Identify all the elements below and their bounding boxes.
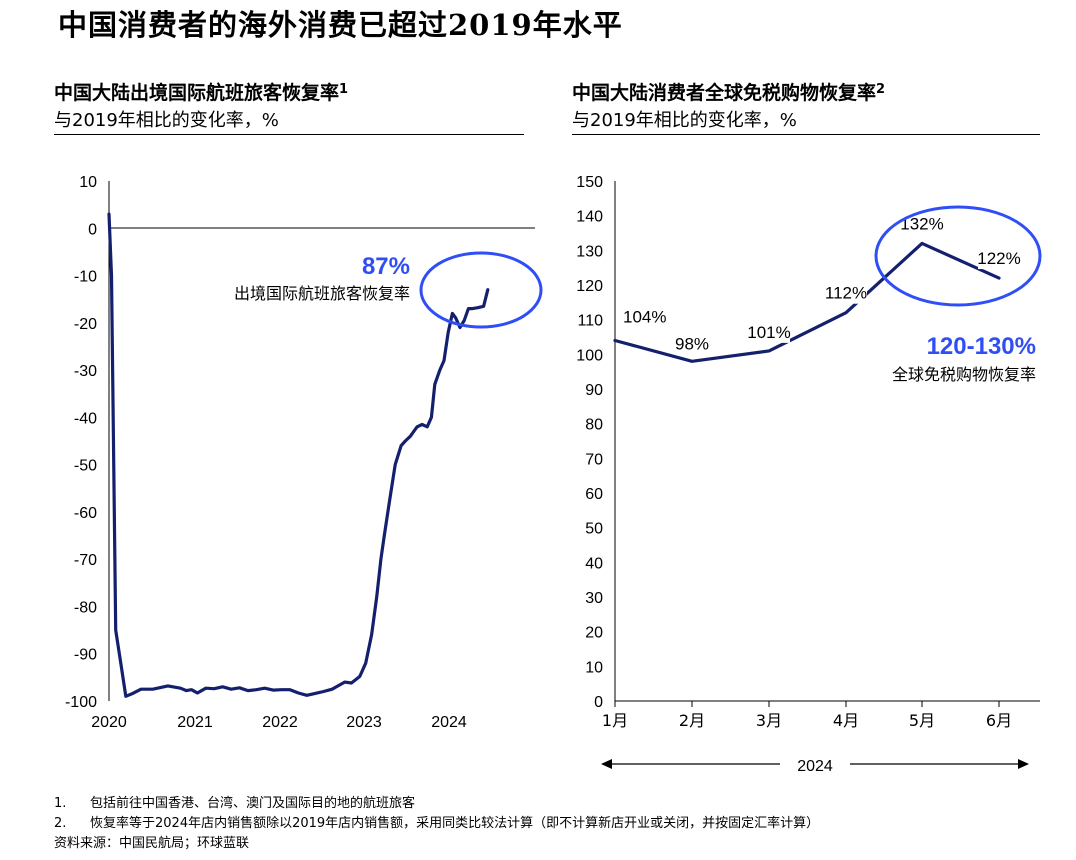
left-x-tick-0: 2020 bbox=[91, 714, 127, 731]
left-y-tick-0: 10 bbox=[79, 174, 97, 191]
right-y-tick-3: 120 bbox=[576, 278, 603, 295]
footnote-1-text: 包括前往中国香港、台湾、澳门及国际目的地的航班旅客 bbox=[90, 796, 416, 811]
right-data-label-1: 98% bbox=[675, 334, 709, 353]
left-y-tick-11: -100 bbox=[65, 694, 97, 711]
right-y-tick-12: 30 bbox=[585, 590, 603, 607]
right-data-label-2: 101% bbox=[747, 323, 790, 342]
left-chart-footnote-ref: 1 bbox=[339, 82, 349, 97]
left-y-tick-8: -70 bbox=[74, 552, 97, 569]
right-y-tick-4: 110 bbox=[577, 313, 603, 330]
left-y-tick-1: 0 bbox=[88, 221, 97, 238]
year-arrow-left-head bbox=[601, 759, 612, 769]
right-y-tick-13: 20 bbox=[585, 625, 603, 642]
left-y-tick-10: -90 bbox=[74, 647, 97, 664]
right-data-label-5: 122% bbox=[977, 249, 1020, 268]
right-y-tick-6: 90 bbox=[585, 382, 603, 399]
right-y-tick-15: 0 bbox=[594, 694, 603, 711]
right-data-label-bg-0 bbox=[620, 306, 662, 328]
right-y-tick-1: 140 bbox=[576, 209, 603, 226]
right-x-tick-3: 4月 bbox=[833, 711, 859, 730]
right-data-label-bg-1 bbox=[675, 333, 709, 355]
left-y-tick-4: -30 bbox=[74, 363, 97, 380]
left-y-tick-labels: 10 0 -10 -20 -30 -40 -50 -60 -70 -80 -90 -100 bbox=[65, 174, 97, 711]
year-label: 2024 bbox=[797, 758, 833, 775]
left-x-tick-2: 2022 bbox=[262, 714, 298, 731]
right-x-tick-labels: 1月 2月 3月 4月 5月 6月 bbox=[602, 701, 1012, 730]
right-y-tick-7: 80 bbox=[585, 417, 603, 434]
year-arrow-right-head bbox=[1018, 759, 1029, 769]
left-highlight-circle bbox=[419, 251, 543, 329]
right-y-tick-2: 130 bbox=[576, 243, 603, 260]
right-data-label-3: 112% bbox=[825, 284, 867, 303]
left-series-label: 出境国际航班旅客恢复率 bbox=[234, 284, 410, 303]
right-data-label-bg-4 bbox=[901, 213, 943, 235]
right-y-tick-0: 150 bbox=[576, 174, 603, 191]
right-x-tick-4: 5月 bbox=[909, 711, 935, 730]
right-range-value: 120-130% bbox=[927, 333, 1036, 360]
right-series-label: 全球免税购物恢复率 bbox=[892, 365, 1036, 384]
left-x-tick-1: 2021 bbox=[177, 714, 213, 731]
footnote-2: 2. 恢复率等于2024年店内销售额除以2019年店内销售额，采用同类比较法计算（… bbox=[54, 814, 819, 834]
right-header-rule bbox=[572, 134, 1040, 135]
right-x-tick-5: 6月 bbox=[986, 711, 1012, 730]
right-x-tick-0: 1月 bbox=[602, 711, 628, 730]
left-series-line bbox=[107, 212, 490, 698]
right-x-tick-1: 2月 bbox=[679, 711, 705, 730]
right-y-tick-9: 60 bbox=[585, 486, 603, 503]
right-y-tick-11: 40 bbox=[585, 555, 603, 572]
left-y-tick-2: -10 bbox=[74, 269, 97, 286]
right-data-labels: 104% 98% 101% 112% 132% 122% bbox=[620, 213, 1021, 355]
footnote-2-text: 恢复率等于2024年店内销售额除以2019年店内销售额，采用同类比较法计算（即不… bbox=[90, 816, 820, 831]
left-y-tick-7: -60 bbox=[74, 505, 97, 522]
page-title: 中国消费者的海外消费已超过2019年水平 bbox=[58, 8, 623, 42]
right-y-tick-14: 10 bbox=[585, 659, 603, 676]
footnotes: 1. 包括前往中国香港、台湾、澳门及国际目的地的航班旅客 2. 恢复率等于2024年… bbox=[54, 794, 819, 854]
left-header-rule bbox=[54, 134, 524, 135]
right-data-label-bg-5 bbox=[978, 248, 1020, 270]
left-y-tick-6: -50 bbox=[74, 458, 97, 475]
right-data-label-0: 104% bbox=[623, 307, 666, 326]
left-chart-title-text: 中国大陆出境国际航班旅客恢复率 bbox=[54, 82, 340, 104]
footnote-1: 1. 包括前往中国香港、台湾、澳门及国际目的地的航班旅客 bbox=[54, 794, 819, 814]
right-series-line bbox=[613, 241, 1001, 363]
right-data-label-4: 132% bbox=[900, 214, 943, 233]
left-x-tick-3: 2023 bbox=[346, 714, 382, 731]
right-chart-title: 中国大陆消费者全球免税购物恢复率2 bbox=[572, 78, 885, 105]
left-circle-value: 87% bbox=[362, 253, 410, 280]
footnote-2-number: 2. bbox=[54, 816, 67, 831]
right-data-label-bg-3 bbox=[825, 282, 867, 304]
right-y-tick-8: 70 bbox=[585, 451, 603, 468]
left-y-tick-9: -80 bbox=[74, 599, 97, 616]
left-x-tick-4: 2024 bbox=[431, 714, 467, 731]
source-note: 资料来源：中国民航局；环球蓝联 bbox=[54, 836, 250, 851]
right-y-tick-10: 50 bbox=[585, 521, 603, 538]
right-y-tick-5: 100 bbox=[576, 347, 603, 364]
left-chart-title: 中国大陆出境国际航班旅客恢复率1 bbox=[54, 78, 348, 105]
left-y-tick-3: -20 bbox=[74, 316, 97, 333]
left-x-tick-labels: 2020 2021 2022 2023 2024 bbox=[91, 714, 467, 731]
right-chart-subtitle: 与2019年相比的变化率，% bbox=[572, 110, 797, 131]
right-chart-title-text: 中国大陆消费者全球免税购物恢复率 bbox=[572, 82, 877, 104]
right-highlight-circle bbox=[874, 205, 1042, 307]
right-chart-footnote-ref: 2 bbox=[876, 82, 886, 97]
right-data-label-bg-2 bbox=[748, 321, 790, 343]
right-x-tick-2: 3月 bbox=[756, 711, 782, 730]
left-chart-subtitle: 与2019年相比的变化率，% bbox=[54, 110, 279, 131]
footnote-1-number: 1. bbox=[54, 796, 67, 811]
left-y-tick-5: -40 bbox=[74, 410, 97, 427]
